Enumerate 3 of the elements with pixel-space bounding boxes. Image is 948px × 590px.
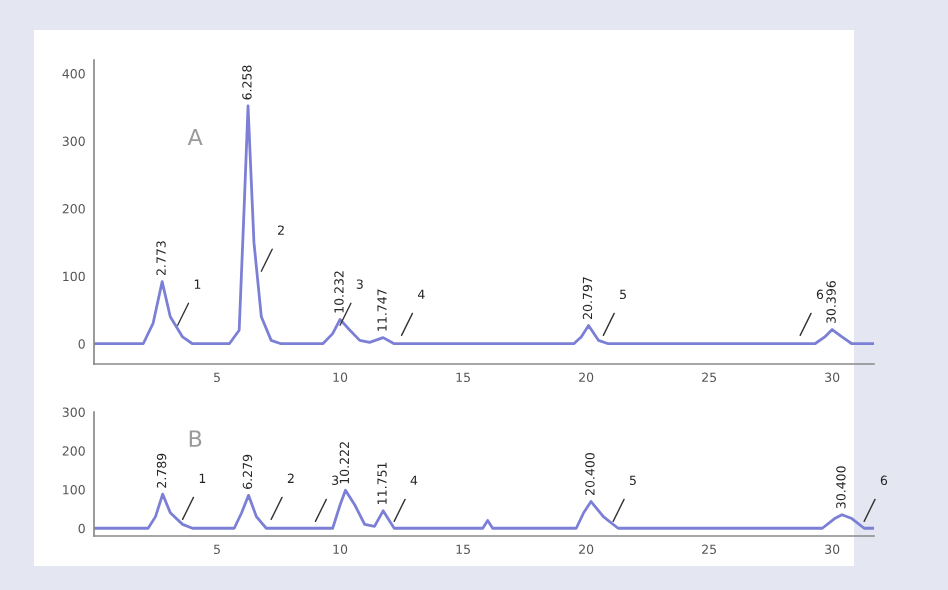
line-series [94,104,874,346]
annotation: B [189,430,202,447]
annotation: A [187,128,203,146]
